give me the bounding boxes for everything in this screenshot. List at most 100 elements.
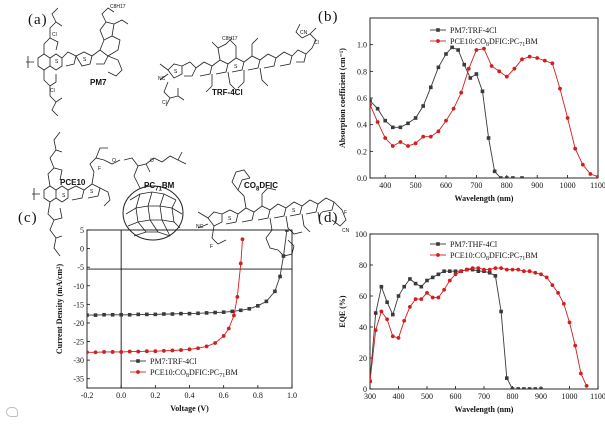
watermark <box>6 407 21 418</box>
chart-b-legend-marker-0 <box>436 28 440 32</box>
pce10-oxygen: O <box>112 158 116 164</box>
chart-c-series-0-point <box>196 311 200 316</box>
panel-label-b: (b) <box>318 9 339 25</box>
chart-d-xtick-label: 400 <box>393 392 405 401</box>
chart-c-ytick-label: -10 <box>73 282 84 291</box>
chart-c-series-1-point <box>87 350 89 355</box>
chart-b-series-1-point <box>596 174 598 178</box>
chart-b-ytick-label: 0.0 <box>357 174 367 183</box>
chart-c-xtick-label: 0.2 <box>150 391 160 400</box>
chart-b-legend-label-0: PM7:TRF-4Cl <box>450 26 497 35</box>
co8dfic-nitrile: NC <box>196 224 204 230</box>
trf-alkyl: C8H17 <box>222 36 238 42</box>
chart-d-series-1-point <box>539 272 543 277</box>
chart-d-legend-marker-1 <box>436 253 440 257</box>
chart-d-series-1-point <box>436 295 441 300</box>
chart-c-series-1-point <box>110 350 115 354</box>
chart-d-xtick-label: 300 <box>364 392 376 401</box>
chart-d-series-1-point <box>465 267 469 272</box>
chart-c-series-1-point <box>179 348 183 352</box>
chart-d-plot-area <box>370 266 589 389</box>
molecule-label-co8dfic: CO8DFIC <box>244 181 279 193</box>
trf-sulfur: S <box>174 69 178 75</box>
chart-d-series-1-point <box>482 267 486 272</box>
chart-b-series-1-point <box>550 61 555 66</box>
chart-c-series-0-point <box>278 274 282 279</box>
chart-b-series-0-point <box>413 116 418 120</box>
chart-d-series-1-point <box>556 291 560 295</box>
chart-b-xtick-label: 1000 <box>560 181 576 190</box>
chart-d-series-1-point <box>373 328 378 332</box>
chart-d-series-1-point <box>408 304 412 309</box>
chart-d-series-1-point <box>510 267 515 272</box>
chart-c-series-1-line <box>87 239 243 353</box>
chart-d-series-0-point <box>408 277 412 281</box>
trf-4cl-structure <box>159 23 317 107</box>
chart-d-series-1-point <box>470 266 475 270</box>
chart-c-legend: PM7:TRF-4Cl PCE10:CO8DFIC:PC71BM <box>130 357 238 379</box>
chart-d-series-0-point <box>379 284 384 289</box>
chart-b-series-1-point <box>565 116 570 120</box>
chart-d-xtick-label: 800 <box>507 392 519 401</box>
chart-d-series-0-point <box>402 284 406 289</box>
chart-d-series-0-point <box>448 269 452 273</box>
chart-c-series-1-point <box>238 261 243 266</box>
chart-b-ylabel: Absorption coefficient (cm⁻¹) <box>338 48 347 148</box>
chart-c: -0.2 0.0 0.2 0.4 0.6 0.8 1.0 5 0 -5 -10 -15 -20 -25 -3… <box>55 226 297 413</box>
chart-d-series-1-point <box>533 270 538 275</box>
chart-d-series-0-point <box>436 272 441 277</box>
chart-b-series-0-point <box>505 176 509 178</box>
chart-c-series-0-point <box>273 289 277 294</box>
chart-d-series-1-point <box>567 320 572 325</box>
chart-d-series-1-point <box>459 269 464 274</box>
chart-b-series-0-point <box>429 85 433 90</box>
chart-d-ytick-label: 40 <box>359 323 367 332</box>
chart-d-series-0-point <box>539 387 543 389</box>
chart-b-series-1-point <box>474 48 479 52</box>
chart-b-xtick-label: 900 <box>531 181 543 190</box>
chart-c-series-1-point <box>93 350 98 355</box>
chart-d-series-1-point <box>584 384 589 388</box>
chart-d-series-1-point <box>390 334 395 339</box>
chart-d-series-1-point <box>550 283 555 288</box>
chart-b-xlabel: Wavelength (nm) <box>455 194 514 203</box>
chart-b-series-0-point <box>486 136 491 140</box>
chart-c-series-0-point <box>238 308 243 313</box>
chart-b-series-1-point <box>580 162 585 167</box>
chart-c-series-1-point <box>213 341 218 345</box>
chart-b: 400 500 600 700 800 900 1000 1100 0.0 0.2 0.4 0.6 0.… <box>338 17 605 203</box>
co8dfic-structure <box>197 169 347 257</box>
panel-label-d: (d) <box>318 210 339 226</box>
molecule-label-trf-4cl: TRF-4Cl <box>212 88 243 97</box>
trf-sulfur-2: S <box>234 64 238 70</box>
chart-b-series-1-point <box>558 86 562 91</box>
chart-c-series-0-point <box>187 311 192 316</box>
chart-c-legend-label-0: PM7:TRF-4Cl <box>150 357 197 366</box>
chart-d-series-1-point <box>493 266 498 270</box>
chart-b-xtick-label: 1100 <box>590 181 605 190</box>
chart-d-series-0-point <box>527 387 532 389</box>
chart-b-series-1-point <box>451 106 456 111</box>
chart-d-series-1-point <box>516 267 521 272</box>
chart-c-series-1-point <box>221 334 226 338</box>
chart-c-ytick-label: -20 <box>73 319 84 328</box>
chart-b-series-1-point <box>370 102 372 107</box>
chart-d-ylabel: EQE (%) <box>338 295 347 328</box>
chart-b-series-0-point <box>406 121 410 126</box>
chart-b-series-1-line <box>370 48 598 178</box>
chart-c-xtick-label: -0.2 <box>81 391 94 400</box>
chart-b-xtick-label: 800 <box>501 181 513 190</box>
chart-b-series-0-point <box>456 48 460 52</box>
chart-c-xtick-label: 0.6 <box>219 391 229 400</box>
chart-d-series-0-point <box>516 387 520 389</box>
chart-d-series-1-point <box>413 297 418 301</box>
chart-c-series-0-point <box>221 310 226 314</box>
pm7-chlorine: Cl <box>52 32 57 38</box>
chart-d-ytick-label: 20 <box>359 354 367 363</box>
co8dfic-fluorine-2: F <box>344 210 347 216</box>
chart-b-series-0-point <box>498 176 503 178</box>
chart-b-series-0-point <box>421 104 425 108</box>
trf-nitrile: NC <box>158 76 166 82</box>
